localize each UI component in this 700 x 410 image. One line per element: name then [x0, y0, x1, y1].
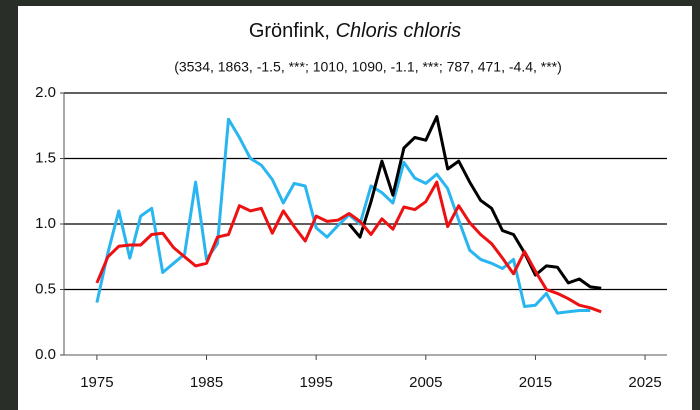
series-line [95, 180, 602, 314]
subtitle: (3534, 1863, -1.5, ***; 1010, 1090, -1.1… [174, 59, 562, 75]
title-scientific: Chloris chloris [336, 20, 462, 42]
y-tick-label: 1.0 [35, 215, 56, 232]
panel [18, 6, 692, 410]
y-tick-label: 2.0 [35, 84, 56, 101]
x-tick-label: 1975 [80, 374, 113, 391]
x-tick-label: 2025 [628, 374, 661, 391]
x-tick-label: 2015 [519, 374, 552, 391]
y-tick-label: 0.0 [35, 346, 56, 363]
x-tick-label: 1985 [190, 374, 223, 391]
chart-title: Grönfink, Chloris chloris [249, 20, 461, 42]
series-line [347, 115, 602, 290]
x-tick-label: 1995 [299, 374, 332, 391]
y-tick-label: 0.5 [35, 280, 56, 297]
title-common: Grönfink, [249, 20, 330, 42]
y-tick-label: 1.5 [35, 149, 56, 166]
x-tick-label: 2005 [409, 374, 442, 391]
